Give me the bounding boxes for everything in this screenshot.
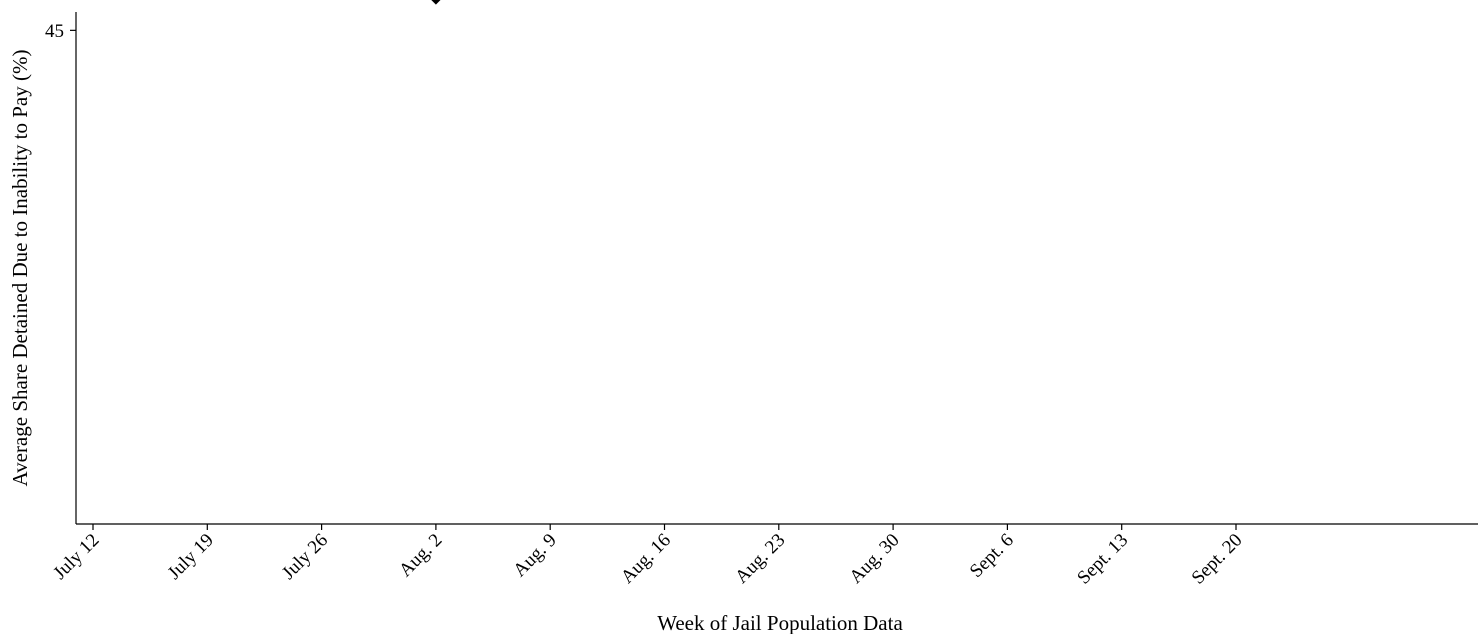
x-tick-label: Aug. 30	[845, 530, 903, 588]
x-tick-label: Aug. 16	[617, 530, 675, 588]
x-tick-label: Aug. 2	[395, 530, 446, 581]
x-tick-label: July 12	[49, 530, 103, 584]
y-tick-label: 45	[45, 21, 64, 42]
x-tick-label: Aug. 9	[509, 530, 560, 581]
x-tick-label: Sept. 13	[1073, 530, 1132, 589]
x-tick-label: July 19	[164, 530, 218, 584]
x-tick-label: Aug. 23	[731, 530, 789, 588]
x-tick-label: Sept. 6	[966, 530, 1018, 582]
x-tick-label: Sept. 20	[1188, 530, 1247, 589]
axes	[75, 12, 1478, 525]
x-tick-label: July 26	[278, 530, 332, 584]
y-ticks: 455055606570758085	[45, 21, 76, 42]
y-axis-title: Average Share Detained Due to Inability …	[8, 50, 32, 487]
series-markers	[431, 0, 441, 5]
x-ticks: July 12 July 19 July 26 Aug. 2 Aug. 9 Aug. 16…	[49, 524, 1247, 589]
diamond-marker	[431, 0, 441, 5]
x-axis-title: Week of Jail Population Data	[657, 611, 903, 634]
